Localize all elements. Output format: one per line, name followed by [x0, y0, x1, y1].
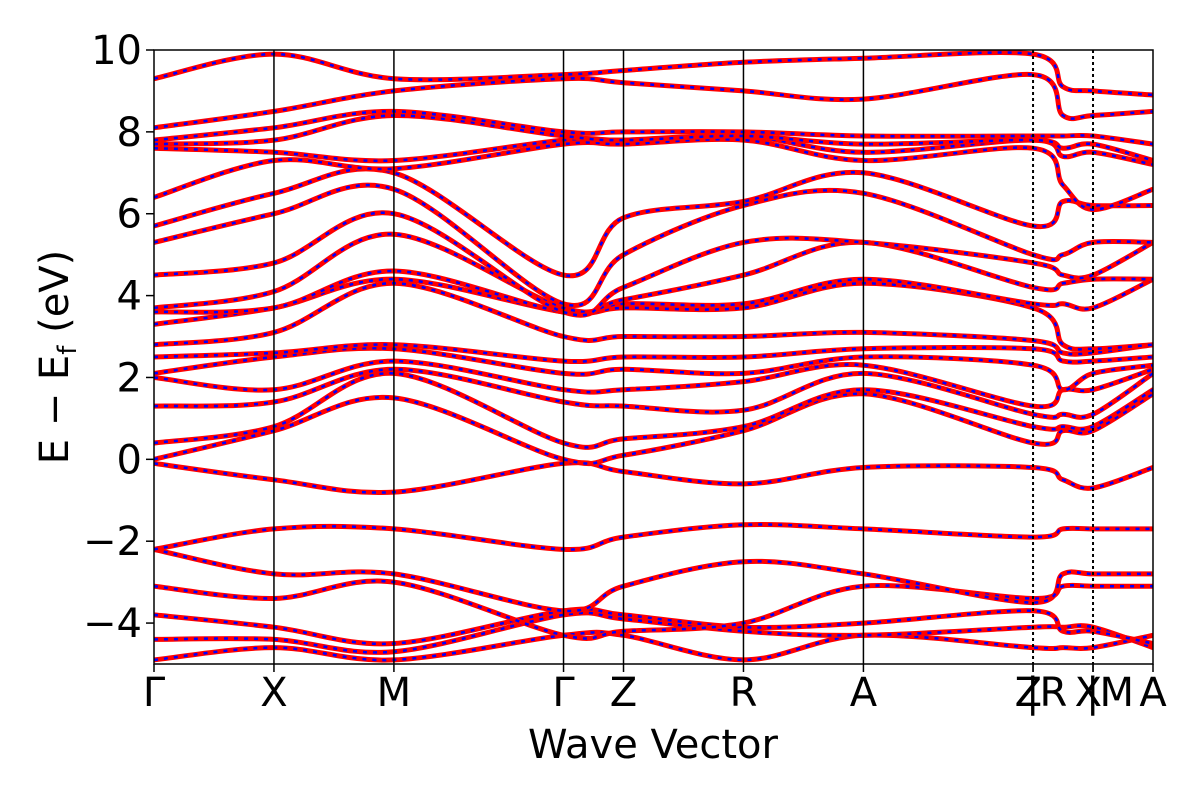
band-line-11-blue [154, 346, 1153, 391]
band-line-5-red [154, 522, 1153, 553]
x-axis-ticks: Γ X M Γ Z R A Z|R X|M A [143, 664, 1167, 716]
y-axis-title-subscript: f [53, 345, 83, 355]
y-tick-label: 2 [117, 355, 142, 401]
y-tick-label: −4 [83, 601, 142, 647]
band-line-25-blue [154, 51, 1153, 97]
y-tick-label: 4 [117, 274, 142, 320]
band-line-10-blue [154, 359, 1153, 408]
y-tick-label: 8 [117, 110, 142, 156]
x-axis-title: Wave Vector [528, 722, 779, 768]
band-line-9-blue [154, 368, 1153, 419]
x-tick-label: Γ [143, 670, 166, 716]
y-axis-title: E − Ef (eV) [32, 250, 83, 465]
plot-frame [153, 49, 1154, 665]
x-tick-label: A [850, 670, 878, 716]
band-line-3-blue [154, 579, 1153, 640]
band-line-13-blue [154, 282, 1153, 356]
band-line-18-red [154, 182, 1153, 308]
band-line-24-red [154, 71, 1153, 131]
y-tick-label: −2 [83, 519, 142, 565]
band-line-0-red [154, 629, 1153, 663]
x-tick-label: A [1139, 670, 1167, 716]
y-tick-label: 0 [117, 437, 142, 483]
band-line-6-red [154, 460, 1153, 496]
band-line-12-blue [154, 343, 1153, 364]
band-line-24-blue [154, 73, 1153, 130]
band-line-19-blue [154, 167, 1153, 278]
band-line-20-red [154, 136, 1153, 213]
y-axis-ticks: 10 8 6 4 2 0 −2 −4 [83, 28, 154, 647]
band-line-14-blue [154, 277, 1153, 351]
band-line-22-red [154, 112, 1153, 163]
band-line-0-blue [154, 631, 1153, 662]
y-tick-label: 10 [91, 28, 142, 74]
band-line-4-blue [154, 548, 1153, 613]
band-line-7-blue [154, 392, 1153, 465]
x-tick-label: |M [1086, 670, 1134, 716]
y-tick-label: 6 [117, 192, 142, 238]
x-tick-label: X [260, 670, 287, 716]
band-line-23-blue [154, 110, 1153, 146]
x-tick-label: Z [1015, 670, 1042, 716]
bands-layer [154, 50, 1153, 663]
x-tick-label: |R [1026, 670, 1067, 716]
band-line-6-blue [154, 461, 1153, 494]
x-tick-label: X [1075, 670, 1102, 716]
x-tick-label: M [377, 670, 412, 716]
x-tick-label: Γ [552, 670, 575, 716]
band-line-15-red [154, 268, 1153, 316]
band-line-8-blue [154, 372, 1153, 449]
band-line-20-blue [154, 138, 1153, 211]
x-tick-label: Z [610, 670, 637, 716]
y-axis-title-main: E − E [32, 355, 78, 465]
kpoint-lines [273, 50, 1095, 664]
band-line-17-blue [154, 211, 1153, 317]
x-tick-label: R [730, 670, 758, 716]
band-line-16-blue [154, 232, 1153, 314]
band-line-18-blue [154, 183, 1153, 307]
y-axis-title-unit: (eV) [32, 250, 78, 346]
band-line-4-red [154, 546, 1153, 614]
